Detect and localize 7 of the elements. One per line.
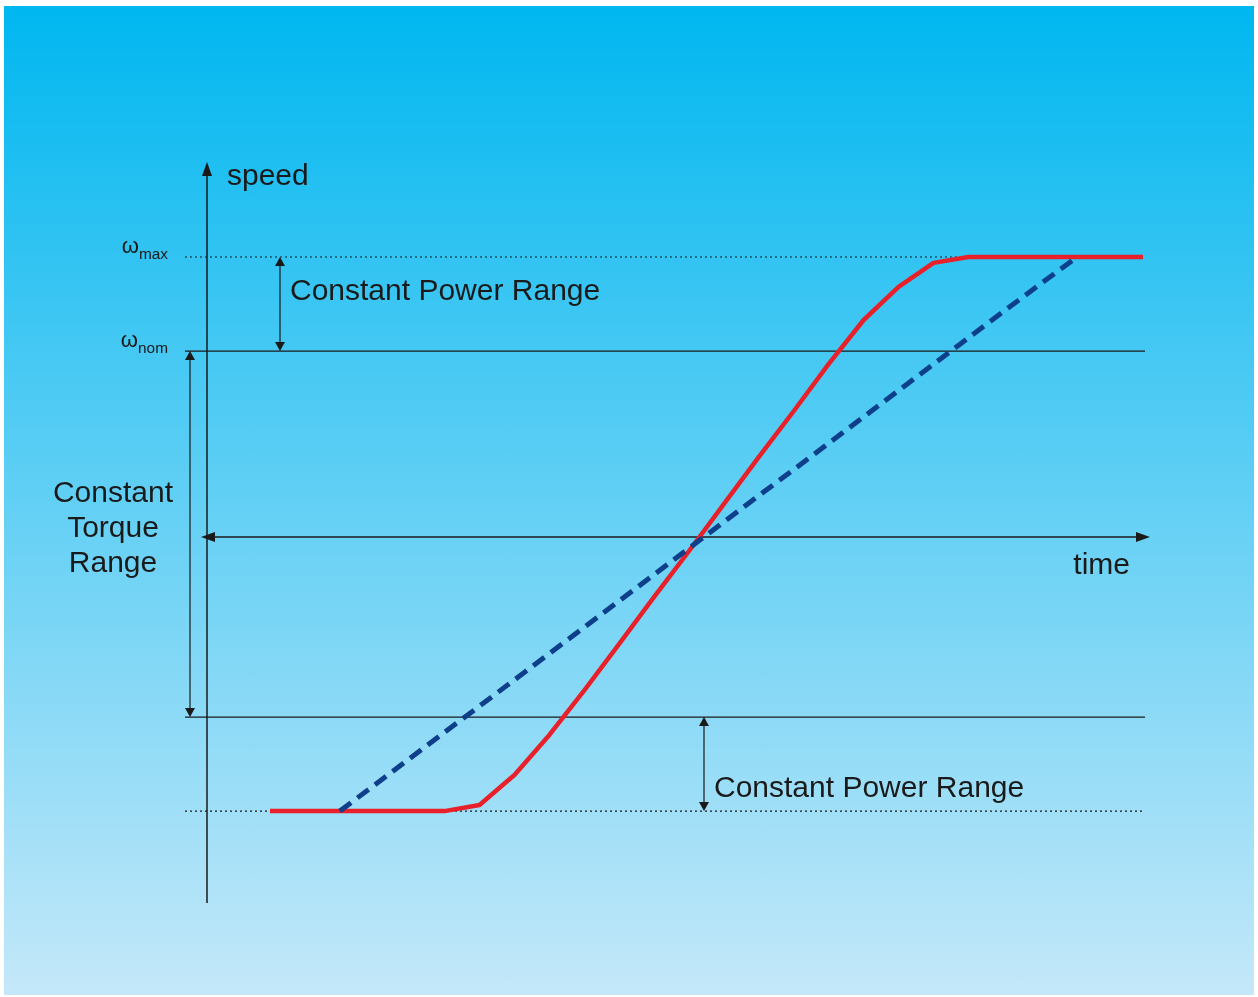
ref-line-label: ω$_{max}$ xyxy=(121,233,169,262)
annotation: Constant Power Range xyxy=(714,770,1025,803)
y-axis-title: speed xyxy=(227,158,309,191)
x-axis-title: time xyxy=(1073,547,1130,580)
ref-line-label: ω$_{nom}$ xyxy=(120,327,168,357)
annotation: Constant Power Range xyxy=(290,273,601,306)
text: Constant Torque Range xyxy=(52,475,174,578)
